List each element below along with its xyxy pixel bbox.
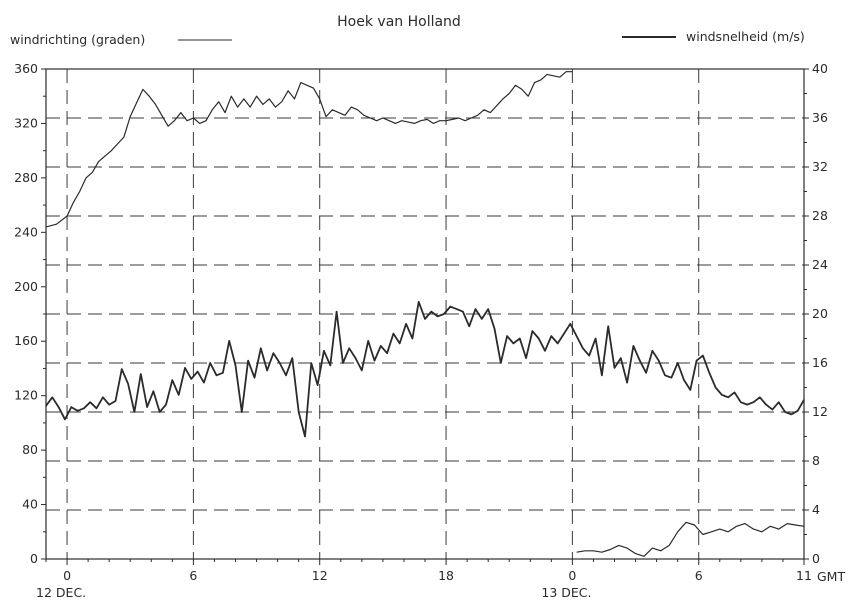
x-axis-tick-label: 0 [63,568,71,583]
right-axis-tick-label: 0 [812,551,820,566]
right-axis: 0 4 8 12 16 20 24 28 32 36 40 [804,61,828,566]
right-axis-label: windsnelheid (m/s) [686,29,805,44]
left-axis-tick-label: 160 [14,333,38,348]
right-axis-tick-label: 4 [812,502,820,517]
right-axis-tick-label: 8 [812,453,820,468]
right-axis-tick-label: 40 [812,61,828,76]
series-layer [45,71,805,557]
chart-title: Hoek van Holland [337,14,461,30]
right-axis-tick-label: 16 [812,355,828,370]
right-axis-tick-label: 32 [812,159,828,174]
x-axis-tick-label: 6 [189,568,197,583]
left-axis-tick-label: 200 [14,279,38,294]
x-axis-day-label: 12 DEC. [36,585,86,600]
right-axis-tick-label: 20 [812,306,828,321]
left-axis-tick-label: 120 [14,388,38,403]
left-axis-tick-label: 0 [30,551,38,566]
x-axis-tick-label: 11 [796,568,812,583]
x-axis-tick-label: 6 [695,568,703,583]
x-axis-tick-label: 12 [312,568,328,583]
right-axis-tick-label: 12 [812,404,828,419]
series-line-wind-direction [576,521,805,557]
left-axis-tick-label: 320 [14,115,38,130]
right-axis-tick-label: 24 [812,257,828,272]
left-axis-tick-label: 80 [22,442,38,457]
left-axis-label: windrichting (graden) [10,32,145,47]
right-axis-tick-label: 36 [812,110,828,125]
series-line-wind-speed [45,300,805,438]
x-axis-day-label: 13 DEC. [541,585,591,600]
x-axis-tick-label: 18 [438,568,454,583]
right-axis-tick-label: 28 [812,208,828,223]
left-axis: 0 40 80 120 160 200 240 280 320 360 [14,61,46,566]
left-axis-tick-label: 40 [22,497,38,512]
left-axis-tick-label: 280 [14,170,38,185]
grid [46,69,804,559]
x-axis-tick-label: 0 [568,568,576,583]
series-line-wind-direction [45,71,573,228]
x-axis: 0 6 12 18 0 6 11 12 DEC. 13 DEC. [36,559,812,600]
left-axis-tick-label: 360 [14,61,38,76]
left-axis-tick-label: 240 [14,224,38,239]
x-axis-unit-label: GMT [817,569,845,584]
plot-frame [45,68,805,560]
